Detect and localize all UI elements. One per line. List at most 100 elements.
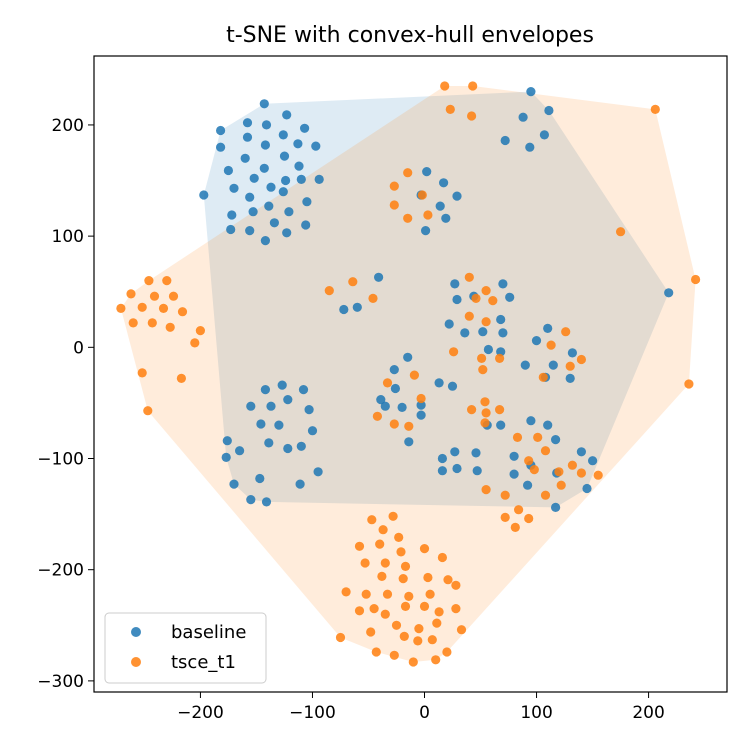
point-tsce-t1 (176, 373, 186, 383)
y-axis: −300 −200 −100 0 100 200 (37, 116, 94, 692)
point-baseline (422, 167, 432, 177)
point-tsce-t1 (546, 340, 556, 350)
point-tsce-t1 (495, 405, 505, 415)
point-tsce-t1 (500, 490, 510, 500)
point-tsce-t1 (416, 393, 426, 404)
point-tsce-t1 (413, 636, 423, 646)
point-tsce-t1 (423, 572, 433, 583)
point-baseline (588, 456, 598, 466)
point-baseline (311, 141, 321, 151)
point-baseline (240, 153, 250, 163)
point-baseline (229, 183, 239, 193)
point-baseline (245, 226, 255, 236)
point-tsce-t1 (389, 650, 399, 660)
point-tsce-t1 (389, 419, 399, 429)
point-baseline (246, 401, 256, 411)
point-baseline (439, 178, 449, 188)
point-baseline (525, 142, 535, 152)
point-baseline (260, 236, 270, 246)
point-baseline (389, 365, 399, 375)
point-tsce-t1 (371, 647, 381, 657)
point-baseline (199, 190, 209, 200)
point-baseline (437, 466, 447, 476)
point-baseline (500, 135, 510, 146)
point-tsce-t1 (432, 618, 442, 628)
point-tsce-t1 (378, 525, 388, 535)
point-baseline (246, 495, 256, 505)
point-tsce-t1 (567, 460, 578, 470)
point-baseline (498, 328, 508, 338)
point-baseline (245, 192, 255, 202)
point-baseline (543, 420, 553, 430)
x-axis: −200 −100 0 100 200 (177, 692, 665, 723)
point-tsce-t1 (335, 632, 346, 643)
point-tsce-t1 (495, 353, 505, 363)
point-tsce-t1 (168, 291, 179, 301)
point-tsce-t1 (190, 338, 200, 348)
point-baseline (313, 467, 323, 477)
point-baseline (307, 426, 318, 436)
point-baseline (296, 441, 306, 451)
point-tsce-t1 (510, 522, 520, 533)
point-baseline (505, 292, 515, 302)
point-tsce-t1 (380, 609, 390, 619)
point-tsce-t1 (481, 485, 491, 495)
y-tick-label: 200 (52, 116, 84, 136)
point-tsce-t1 (354, 541, 365, 551)
point-tsce-t1 (400, 561, 411, 572)
point-baseline (235, 446, 245, 456)
point-baseline (300, 123, 310, 133)
point-baseline (259, 163, 269, 173)
point-tsce-t1 (147, 318, 157, 328)
x-tick-label: 200 (632, 703, 664, 723)
point-baseline (376, 395, 386, 405)
point-tsce-t1 (440, 81, 450, 91)
point-baseline (278, 187, 288, 197)
point-tsce-t1 (524, 513, 534, 524)
point-tsce-t1 (341, 587, 351, 597)
point-baseline (404, 437, 414, 447)
point-tsce-t1 (464, 272, 474, 282)
plot-frame (93, 55, 728, 693)
point-baseline (460, 328, 470, 338)
point-baseline (483, 344, 493, 355)
point-tsce-t1 (195, 326, 205, 336)
point-baseline (260, 385, 270, 395)
x-tick-label: −100 (289, 703, 336, 723)
point-tsce-t1 (382, 589, 393, 599)
point-baseline (548, 360, 558, 370)
point-tsce-t1 (593, 470, 603, 480)
point-baseline (452, 463, 462, 474)
point-tsce-t1 (478, 365, 488, 375)
convex-hull-baseline (203, 91, 669, 508)
point-baseline (298, 385, 309, 395)
point-baseline (339, 304, 349, 315)
point-baseline (278, 130, 288, 140)
point-baseline (249, 173, 259, 183)
point-baseline (264, 438, 274, 448)
point-baseline (269, 218, 279, 228)
point-tsce-t1 (471, 293, 481, 303)
point-tsce-t1 (443, 575, 453, 585)
point-tsce-t1 (380, 558, 390, 568)
point-baseline (283, 395, 293, 405)
point-baseline (478, 327, 488, 337)
point-tsce-t1 (481, 408, 491, 418)
point-tsce-t1 (540, 490, 551, 500)
point-tsce-t1 (477, 353, 487, 363)
point-tsce-t1 (158, 303, 169, 313)
point-baseline (248, 207, 258, 217)
point-tsce-t1 (137, 368, 147, 378)
point-tsce-t1 (533, 432, 543, 442)
y-tick-label: 0 (73, 338, 84, 358)
point-tsce-t1 (409, 370, 419, 380)
point-tsce-t1 (382, 378, 393, 388)
point-tsce-t1 (434, 607, 444, 617)
point-tsce-t1 (389, 181, 399, 191)
point-baseline (221, 452, 231, 462)
point-tsce-t1 (128, 318, 138, 328)
y-tick-label: −200 (37, 561, 84, 581)
point-tsce-t1 (480, 397, 490, 407)
point-tsce-t1 (375, 539, 385, 549)
point-baseline (531, 336, 542, 346)
